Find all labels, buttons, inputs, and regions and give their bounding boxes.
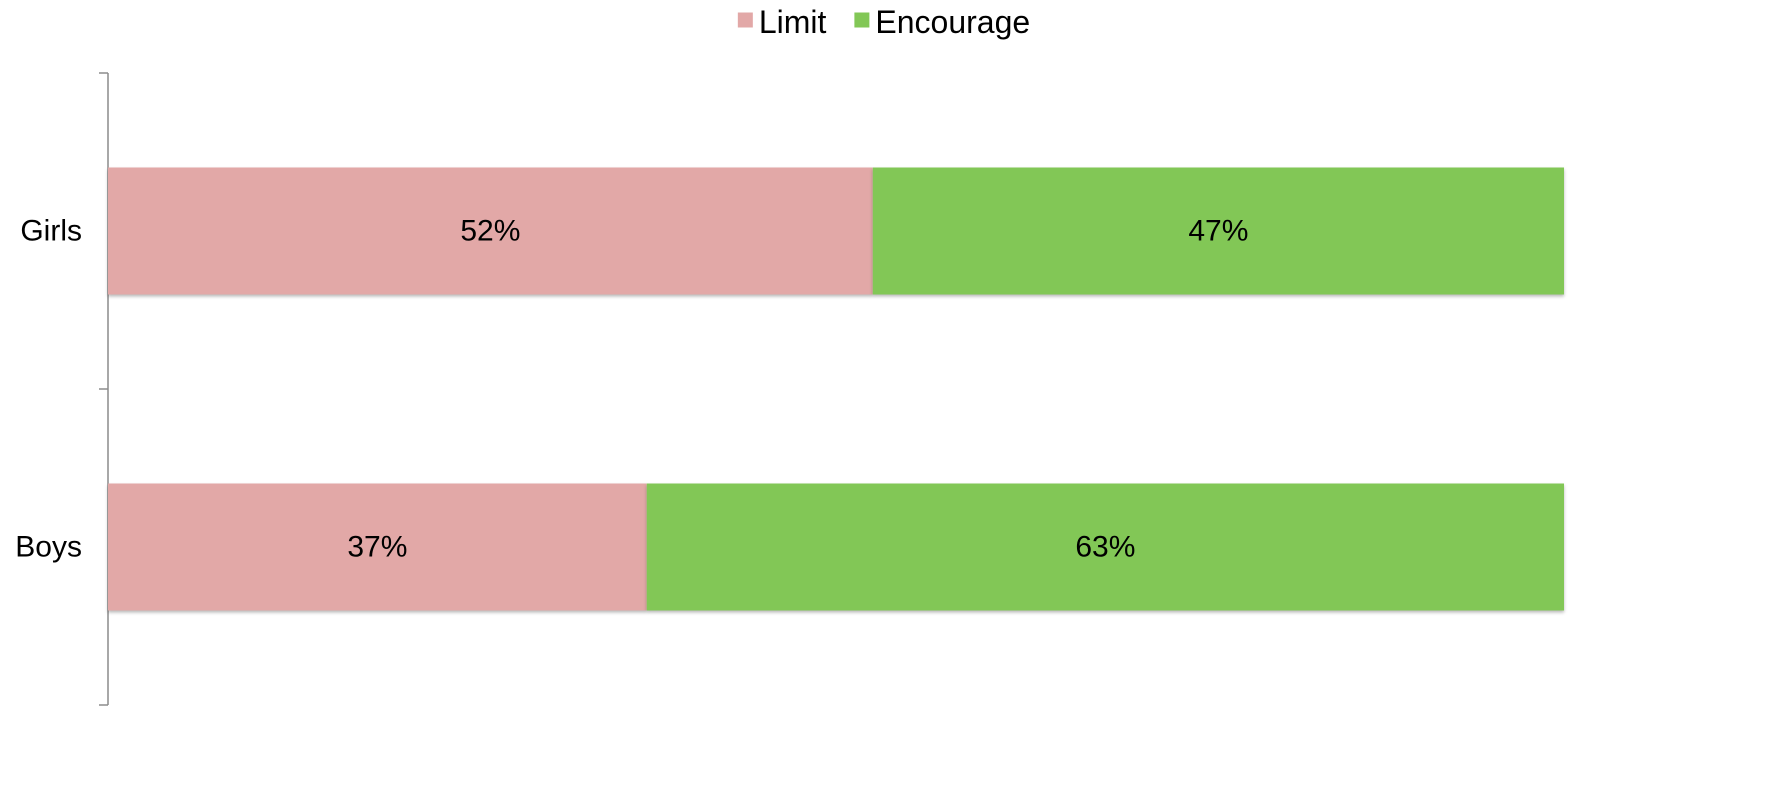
legend-label-encourage: Encourage [875,4,1030,40]
category-label-girls: Girls [20,215,82,248]
data-label-girls-limit: 52% [460,215,520,248]
bar-boys-limit [108,483,647,611]
legend-swatch-encourage [854,12,870,28]
data-label-girls-encourage: 47% [1188,215,1248,248]
bar-girls-encourage [872,167,1564,295]
legend-item-encourage: Encourage [854,4,1030,40]
legend-label-limit: Limit [759,4,827,40]
bar-girls-limit [108,167,873,295]
legend-item-limit: Limit [737,4,827,40]
legend: Limit Encourage [737,4,1030,40]
data-label-boys-limit: 37% [347,531,407,564]
bar-boys-encourage [646,483,1564,611]
data-labels: 52% 47% 37% 63% [347,215,1248,564]
data-label-boys-encourage: 63% [1075,531,1135,564]
category-label-boys: Boys [15,531,82,564]
legend-swatch-limit [737,12,753,28]
bars [108,167,1564,611]
category-axis: Girls Boys [15,72,109,706]
